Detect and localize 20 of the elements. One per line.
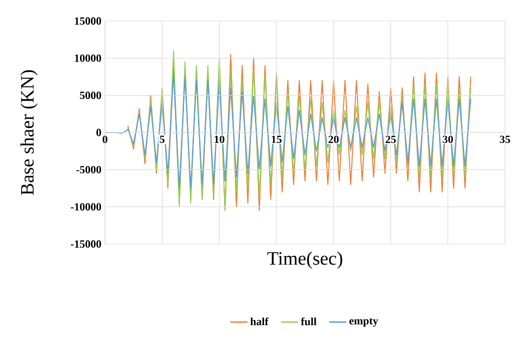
x-tick-label: 5 bbox=[160, 136, 164, 143]
legend-label: empty bbox=[349, 318, 378, 327]
x-tick-label: 15 bbox=[272, 136, 282, 144]
legend-label: half bbox=[250, 317, 269, 326]
y-tick-label: -10000 bbox=[70, 203, 102, 211]
x-tick-label: 25 bbox=[386, 136, 396, 144]
legend-label: full bbox=[300, 317, 316, 326]
y-tick-label: 0 bbox=[96, 128, 102, 136]
x-axis-title: Time(sec) bbox=[267, 252, 342, 269]
x-tick-label: 0 bbox=[102, 136, 108, 144]
y-axis-title: Base shaer (KN) bbox=[20, 70, 38, 196]
x-tick-label: 35 bbox=[500, 136, 510, 144]
y-tick-label: 5000 bbox=[80, 92, 102, 100]
x-tick-label: 20 bbox=[328, 136, 339, 144]
y-tick-label: 15000 bbox=[74, 17, 102, 25]
y-tick-label: -5000 bbox=[76, 166, 102, 174]
y-tick-label: 10000 bbox=[74, 54, 102, 62]
y-tick-label: -15000 bbox=[70, 240, 102, 248]
x-tick-label: 30 bbox=[442, 136, 453, 144]
x-tick-label: 10 bbox=[214, 136, 224, 144]
